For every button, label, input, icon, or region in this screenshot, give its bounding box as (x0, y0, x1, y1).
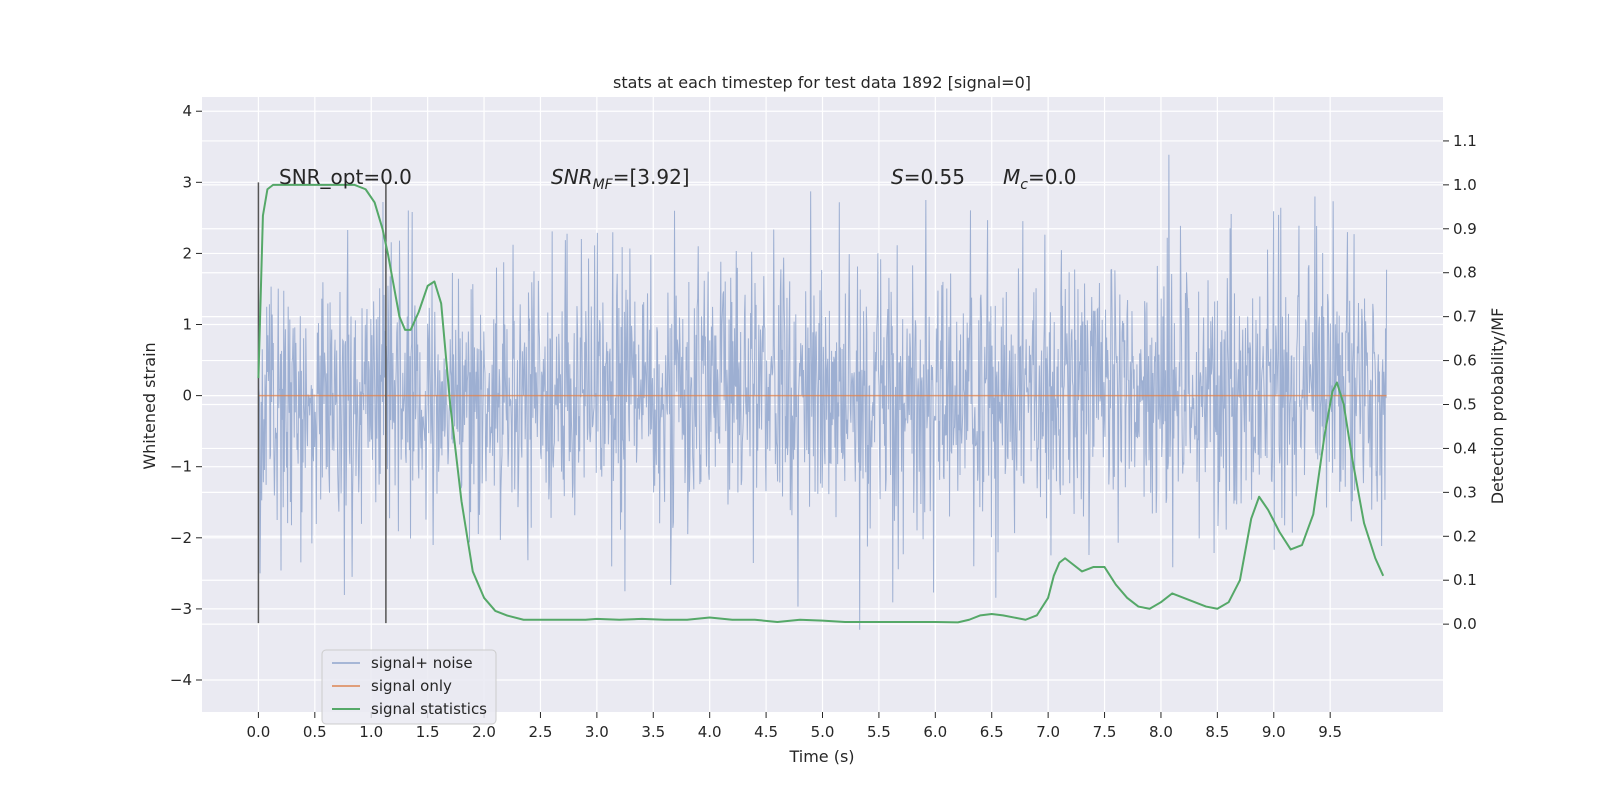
y2-tick-label: 0.7 (1453, 308, 1477, 326)
x-tick-label: 8.5 (1205, 723, 1229, 741)
x-tick-label: 5.5 (867, 723, 891, 741)
axis-ticks: 0.0 0.5 1.0 1.5 2.0 2.5 3.0 3.5 4.0 4.5 5.0 5.5 6.0 6… (170, 102, 1477, 741)
x-tick-label: 2.0 (472, 723, 496, 741)
signal-statistics-line (257, 183, 1385, 624)
y-tick-label: −3 (170, 600, 192, 618)
annotation-snr-mf: SNRMF=[3.92] (551, 165, 690, 193)
x-tick-label: 7.0 (1036, 723, 1060, 741)
legend-box (321, 649, 497, 725)
signal-noise-line (257, 154, 1388, 630)
y-tick-label: −4 (170, 671, 192, 689)
x-tick-label: 9.5 (1318, 723, 1342, 741)
x-tick-label: 1.5 (416, 723, 440, 741)
x-tick-label: 6.5 (980, 723, 1004, 741)
annotation-snr-mf-symbol: SNR (551, 165, 593, 189)
signal-noise-series (257, 154, 1388, 630)
annotation-mc-subscript: c (1020, 177, 1028, 193)
annotation-snr-mf-subscript: MF (593, 177, 614, 193)
y-tick-label: −1 (170, 458, 192, 476)
annotation-s-value: =0.55 (904, 165, 965, 189)
x-tick-label: 1.0 (359, 723, 383, 741)
x-tick-label: 2.5 (529, 723, 553, 741)
x-tick-label: 5.0 (811, 723, 835, 741)
signal-statistics-series (257, 183, 1385, 624)
annotation-mc-value: =0.0 (1028, 165, 1077, 189)
y-tick-label: 4 (182, 102, 192, 120)
y2-tick-label: 0.8 (1453, 264, 1477, 282)
x-tick-label: 8.0 (1149, 723, 1173, 741)
y2-tick-label: 0.0 (1453, 615, 1477, 633)
y2-tick-label: 0.6 (1453, 352, 1477, 370)
y2-tick-label: 1.1 (1453, 132, 1477, 150)
chart-title: stats at each timestep for test data 189… (613, 73, 1031, 92)
annotation-s: S=0.55 (891, 165, 965, 189)
y2-tick-label: 0.1 (1453, 571, 1477, 589)
annotation-mc-symbol: M (1003, 165, 1020, 189)
x-tick-label: 4.5 (754, 723, 778, 741)
y-axis-label: Whitened strain (140, 342, 159, 469)
y2-axis-label: Detection probability/MF (1488, 308, 1507, 505)
y-tick-label: 3 (182, 173, 192, 191)
y2-tick-label: 0.9 (1453, 220, 1477, 238)
x-tick-label: 6.0 (923, 723, 947, 741)
x-axis-label: Time (s) (788, 747, 854, 766)
annotation-mc: Mc=0.0 (1003, 165, 1077, 193)
y-tick-label: 1 (182, 316, 192, 334)
x-tick-label: 7.5 (1093, 723, 1117, 741)
y-tick-label: 2 (182, 244, 192, 262)
x-tick-label: 9.0 (1262, 723, 1286, 741)
x-tick-label: 0.0 (246, 723, 270, 741)
x-tick-label: 3.5 (641, 723, 665, 741)
legend-label-signal-only: signal only (371, 677, 452, 695)
y2-tick-label: 0.5 (1453, 396, 1477, 414)
legend: signal+ noise signal only signal statist… (321, 649, 497, 725)
x-tick-label: 4.0 (698, 723, 722, 741)
y-tick-label: −2 (170, 529, 192, 547)
x-tick-label: 3.0 (585, 723, 609, 741)
legend-label-signal-statistics: signal statistics (371, 700, 487, 718)
y2-tick-label: 0.3 (1453, 483, 1477, 501)
x-tick-label: 0.5 (303, 723, 327, 741)
annotation-snr-mf-value: =[3.92] (613, 165, 690, 189)
y2-tick-label: 0.4 (1453, 439, 1477, 457)
annotation-snr-opt: SNR_opt=0.0 (279, 165, 412, 189)
y2-tick-label: 1.0 (1453, 176, 1477, 194)
y2-tick-label: 0.2 (1453, 527, 1477, 545)
legend-label-signal-noise: signal+ noise (371, 654, 473, 672)
marker-lines (257, 182, 387, 624)
y-tick-label: 0 (182, 387, 192, 405)
annotation-s-symbol: S (891, 165, 904, 189)
